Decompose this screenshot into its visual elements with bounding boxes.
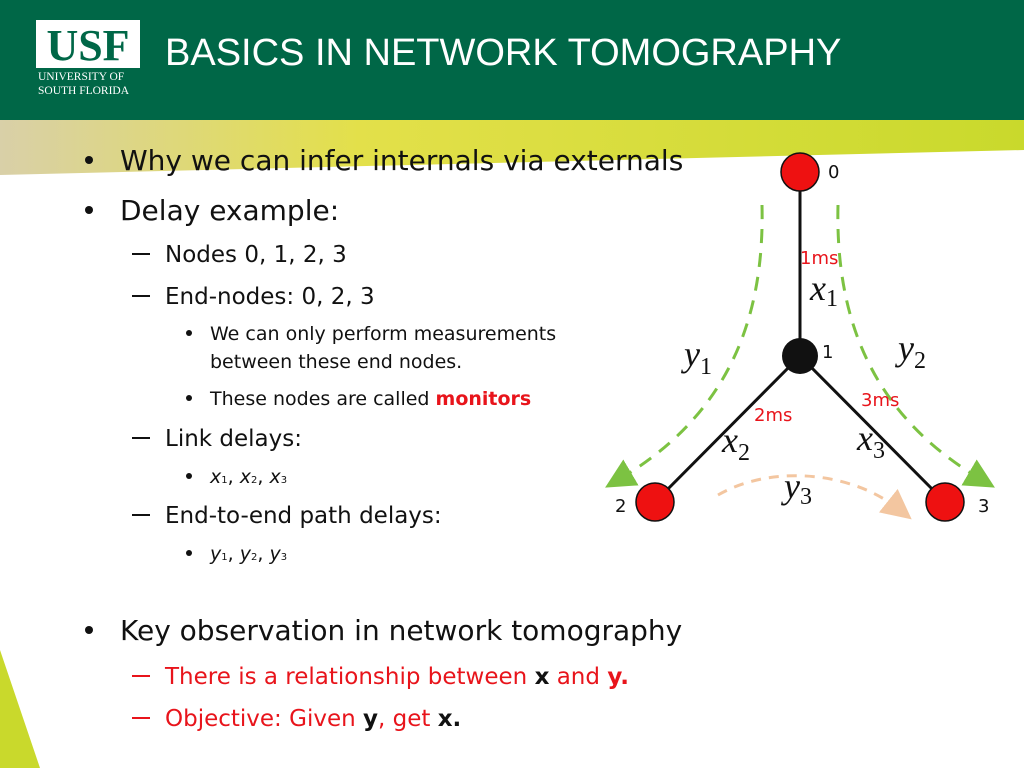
symbol: y (239, 543, 252, 565)
node (782, 338, 818, 374)
symbol: x (268, 466, 281, 488)
subscript: 3 (281, 552, 287, 563)
symbol: y (681, 334, 700, 374)
bullet (85, 206, 93, 214)
logo-box (36, 20, 140, 68)
subscript: 3 (800, 484, 812, 510)
bullet (85, 626, 93, 634)
sub-bullet-text: Nodes 0, 1, 2, 3 (165, 242, 347, 268)
sub-bullet-text: Link delays: (165, 426, 302, 452)
subscript: 3 (873, 438, 885, 464)
link-delay: 3ms (861, 390, 899, 411)
path-variable: y1 (681, 334, 712, 380)
detail-text: We can only perform measurements (210, 323, 556, 345)
link (653, 354, 802, 504)
header-stripe (0, 120, 1024, 175)
node (925, 482, 965, 522)
node-label: 3 (978, 496, 989, 517)
separator: , (257, 466, 269, 488)
path-arrow (717, 474, 912, 520)
bullet-text: Key observation in network tomography (120, 614, 682, 647)
sub-bullet-text: Objective: Given y, get x. (165, 706, 461, 732)
subscript: 2 (914, 348, 926, 374)
separator: , (228, 466, 240, 488)
bullet (85, 156, 93, 164)
symbol-list: x1, x2, x3 (209, 466, 287, 488)
subscript: 1 (700, 354, 712, 380)
symbol: x (209, 466, 222, 488)
subscript: 1 (826, 286, 838, 312)
sub-bullet-text: End-to-end path delays: (165, 503, 442, 529)
detail-text: between these end nodes. (210, 351, 462, 373)
link-delay: 1ms (800, 248, 838, 269)
separator: , (257, 543, 269, 565)
path-variable: y2 (895, 328, 926, 374)
emphasis: monitors (436, 388, 532, 410)
symbol: x (239, 466, 252, 488)
link-variable: x2 (721, 420, 750, 466)
text: and (549, 664, 607, 690)
subscript: 1 (221, 475, 227, 486)
symbol: x (856, 418, 873, 458)
university-name: SOUTH FLORIDA (38, 85, 130, 97)
emphasis: x. (438, 706, 462, 732)
subscript: 2 (251, 552, 257, 563)
symbol: y (268, 543, 281, 565)
text: These nodes are called (209, 388, 436, 410)
node-label: 2 (615, 496, 626, 517)
subscript: 2 (251, 475, 257, 486)
separator: , (228, 543, 240, 565)
bullet (186, 395, 192, 401)
slide-title: BASICS IN NETWORK TOMOGRAPHY (165, 32, 841, 74)
node-label: 1 (822, 342, 833, 363)
symbol-list: y1, y2, y3 (209, 543, 287, 565)
node-label: 0 (828, 162, 839, 183)
logo: USF (46, 21, 129, 70)
subscript: 1 (221, 552, 227, 563)
emphasis: y (363, 706, 378, 732)
bullet (186, 330, 192, 336)
corner-accent (0, 650, 40, 768)
emphasis: x (535, 664, 550, 690)
link-delay: 2ms (754, 405, 792, 426)
bullet (186, 550, 192, 556)
university-name: UNIVERSITY OF (38, 71, 124, 83)
link-variable: x3 (856, 418, 885, 464)
symbol: y (209, 543, 222, 565)
link (798, 354, 947, 504)
link-variable: x1 (809, 268, 838, 312)
bullet-text: Delay example: (120, 194, 339, 227)
header-bar (0, 0, 1024, 120)
sub-bullet-text: End-nodes: 0, 2, 3 (165, 284, 375, 310)
node (635, 482, 675, 522)
symbol: y (781, 466, 800, 506)
sub-bullet-text: There is a relationship between x and y. (164, 664, 629, 690)
emphasis: y. (607, 664, 629, 690)
node (780, 152, 820, 192)
detail-text: These nodes are called monitors (209, 388, 531, 410)
symbol: x (809, 268, 826, 308)
bullet-text: Why we can infer internals via externals (120, 144, 683, 177)
bullet (186, 473, 192, 479)
text: , get (378, 706, 438, 732)
subscript: 3 (281, 475, 287, 486)
symbol: x (721, 420, 738, 460)
subscript: 2 (738, 440, 750, 466)
path-variable: y3 (781, 466, 812, 510)
symbol: y (895, 328, 914, 368)
text: Objective: Given (165, 706, 363, 732)
text: There is a relationship between (164, 664, 535, 690)
